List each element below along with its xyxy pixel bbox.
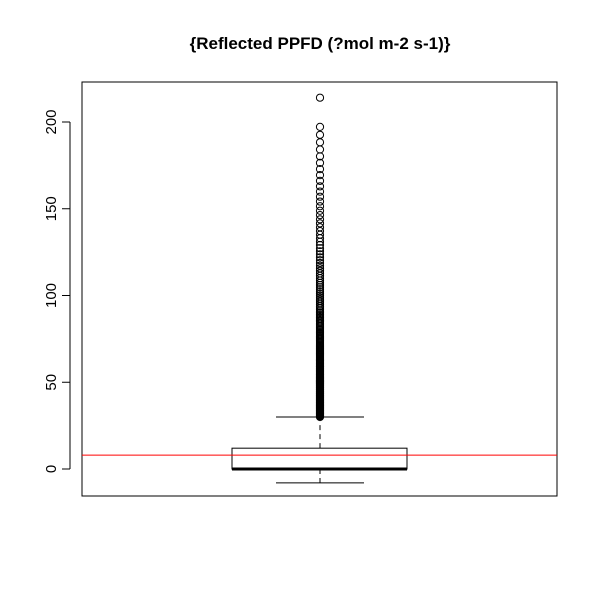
boxplot (231, 416, 408, 484)
outlier-point (315, 264, 325, 273)
outlier-point (315, 258, 325, 268)
outlier-point (315, 291, 325, 300)
y-tick-label: 150 (43, 196, 60, 221)
outlier-point (315, 187, 325, 196)
y-tick-label: 50 (43, 374, 60, 391)
outlier-point (315, 130, 325, 139)
outlier-point (315, 253, 325, 262)
y-tick-label: 200 (43, 109, 60, 134)
outlier-point (315, 215, 325, 224)
outlier-point (315, 122, 325, 131)
box-iqr (231, 447, 408, 470)
y-axis-ticks: 0 50 100 150 200 (43, 109, 70, 473)
outlier-point (315, 192, 325, 201)
outlier-point (315, 171, 325, 180)
outlier-point (315, 256, 325, 265)
outlier-point (315, 145, 325, 154)
outlier-point (315, 244, 325, 253)
outlier-point (315, 285, 325, 294)
outlier-point (315, 219, 325, 228)
outlier-point (315, 223, 325, 232)
chart-title: {Reflected PPFD (?mol m-2 s-1)} (190, 34, 451, 53)
outlier-point (315, 176, 325, 185)
outlier-point (315, 211, 325, 220)
y-tick-label: 100 (43, 283, 60, 308)
outlier-point (315, 269, 325, 278)
outlier-point (315, 247, 325, 256)
outlier-points (315, 93, 325, 422)
outlier-point (315, 206, 325, 215)
outlier-point (315, 261, 325, 270)
outlier-point (315, 158, 325, 167)
outlier-point (315, 182, 325, 191)
outlier-point (315, 250, 325, 259)
outlier-point (315, 197, 325, 206)
outlier-point (315, 93, 325, 102)
outlier-point (315, 138, 325, 147)
plot-frame (81, 81, 558, 497)
outlier-point (315, 165, 325, 174)
outlier-point (315, 266, 325, 276)
outlier-point (315, 283, 325, 292)
outlier-point (315, 287, 325, 296)
outlier-point (315, 289, 325, 298)
outlier-point (315, 202, 325, 211)
y-tick-label: 0 (43, 465, 60, 473)
